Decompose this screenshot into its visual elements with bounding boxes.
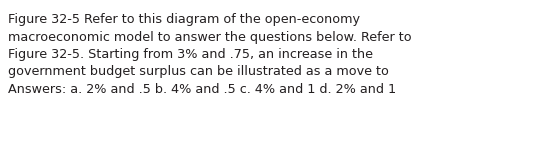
Text: Figure 32-5 Refer to this diagram of the open-economy
macroeconomic model to ans: Figure 32-5 Refer to this diagram of the… [8, 13, 412, 96]
